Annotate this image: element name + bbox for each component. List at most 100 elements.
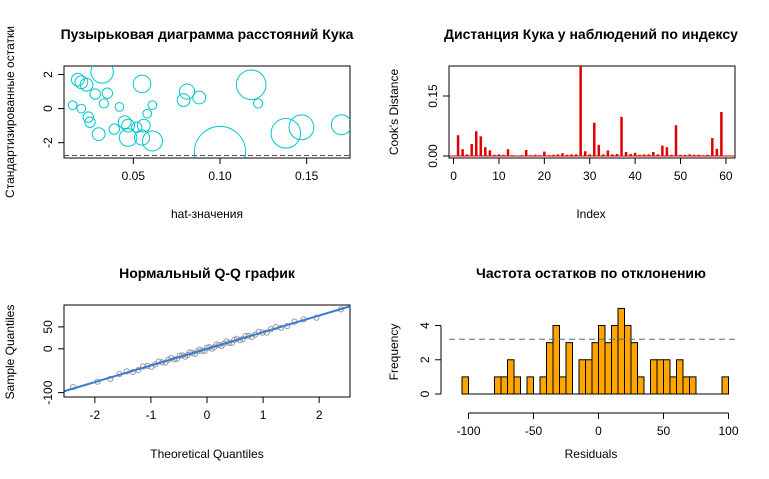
bubble-point [132,74,152,94]
qq-axes: -2 -1 0 1 2 -100 0 50 [41,320,323,422]
hist-bar [689,376,697,395]
cooks-bubble-panel: Пузырьковая диаграмма расстояний Кука ha… [3,26,354,221]
bubble-point [253,98,264,109]
bubble-x-tick-label: 0.15 [295,169,319,183]
bubble-point [114,102,125,112]
qq-chart-title: Нормальный Q-Q график [119,265,296,281]
hist-y-tick-label: 0 [418,390,432,397]
hist-x-tick-label: -100 [456,424,480,438]
hist-y-tick-label: 4 [418,322,432,329]
bubble-point [141,130,163,152]
hist-x-tick-label: 0 [595,424,602,438]
hist-bar [721,376,729,395]
index-chart-title: Дистанция Кука у наблюдений по индексу [444,26,738,42]
hist-bar [559,376,567,395]
index-x-tick-label: 60 [719,169,733,183]
qq-x-tick-label: 0 [204,408,211,422]
bubble-point [288,114,315,141]
hist-bar [461,376,469,395]
bubble-x-label: hat-значения [171,207,243,221]
hist-chart-title: Частота остатков по отклонению [476,265,706,281]
qq-x-tick-label: 1 [260,408,267,422]
bubble-point [91,127,106,142]
bubble-y-label: Стандартизированные остатки [3,26,17,198]
hist-x-tick-label: 100 [718,424,738,438]
index-y-label: Cook's Distance [387,69,401,156]
hist-bar [604,342,612,395]
bubble-point [117,115,132,130]
bubble-axes: 0.05 0.10 0.15 -2 0 2 [41,71,319,183]
bubble-chart-title: Пузырьковая диаграмма расстояний Кука [61,26,354,42]
index-marks [449,66,735,157]
hist-bar [676,359,684,395]
bubble-point [136,118,151,133]
hist-bar [494,376,502,395]
bubble-point [82,111,94,123]
bubble-point [133,129,151,146]
index-x-tick-label: 10 [492,169,506,183]
index-axes: 0 10 20 30 40 50 60 0.00 0.15 [426,84,733,183]
bubble-y-tick-label: 0 [41,105,55,112]
index-y-tick-label: 0.00 [426,144,440,168]
hist-bar [663,359,671,395]
hist-bar [682,376,690,395]
hist-x-tick-label: -50 [525,424,543,438]
hist-bar [650,359,658,395]
hist-bar [552,325,560,395]
hist-bar [500,376,508,395]
hist-bar [507,359,515,395]
hist-y-tick-label: 2 [418,356,432,363]
bubble-y-tick-label: 2 [41,71,55,78]
qq-y-tick-label: 50 [41,320,55,334]
bubble-marks [64,66,350,158]
hist-bar [526,376,534,395]
bubble-point [178,83,196,100]
qq-reference-line [63,305,351,393]
hist-bar [546,342,554,395]
bubble-clip-group [64,66,350,158]
hist-bar [539,376,547,395]
hist-bar [630,342,638,395]
qq-y-label: Sample Quantiles [3,305,17,400]
bubble-x-tick-label: 0.10 [208,169,232,183]
bubble-y-tick-label: -2 [41,137,55,148]
hist-bar [513,376,521,395]
qq-x-tick-label: 2 [316,408,323,422]
bubble-point [270,117,302,149]
qq-x-tick-label: -1 [146,408,157,422]
bubble-point [176,93,191,107]
bubble-point [193,125,247,158]
index-plot-frame [448,65,736,159]
qq-panel: Нормальный Q-Q график Theoretical Quanti… [3,265,351,461]
bubble-point [330,114,350,136]
hist-x-label: Residuals [565,447,618,461]
hist-marks [449,307,735,395]
bubble-point [84,116,96,128]
histogram-panel: Частота остатков по отклонению Residuals… [387,265,739,461]
hist-x-tick-label: 50 [657,424,671,438]
bubble-point [101,87,114,99]
bubble-point [74,75,89,90]
bubble-point [70,72,85,87]
cooks-index-panel: Дистанция Кука у наблюдений по индексу I… [387,26,738,221]
bubble-point [142,108,153,119]
index-x-tick-label: 20 [538,169,552,183]
bubble-point [76,103,87,114]
index-y-tick-label: 0.15 [426,84,440,108]
index-x-tick-label: 0 [450,169,457,183]
bubble-point [90,66,114,84]
bubble-point [121,118,136,133]
bubble-point [147,100,158,111]
qq-x-label: Theoretical Quantiles [150,447,263,461]
bubble-point [118,128,138,147]
bubble-x-tick-label: 0.05 [122,169,146,183]
bubble-point [67,100,78,111]
index-x-tick-label: 40 [628,169,642,183]
qq-marks [63,305,351,393]
bubble-plot-frame [63,65,351,159]
bubble-point [79,77,94,92]
hist-axes: -100 -50 0 50 100 0 2 4 [418,322,739,438]
bubble-point [235,69,267,101]
qq-x-tick-label: -2 [90,408,101,422]
index-x-tick-label: 30 [583,169,597,183]
